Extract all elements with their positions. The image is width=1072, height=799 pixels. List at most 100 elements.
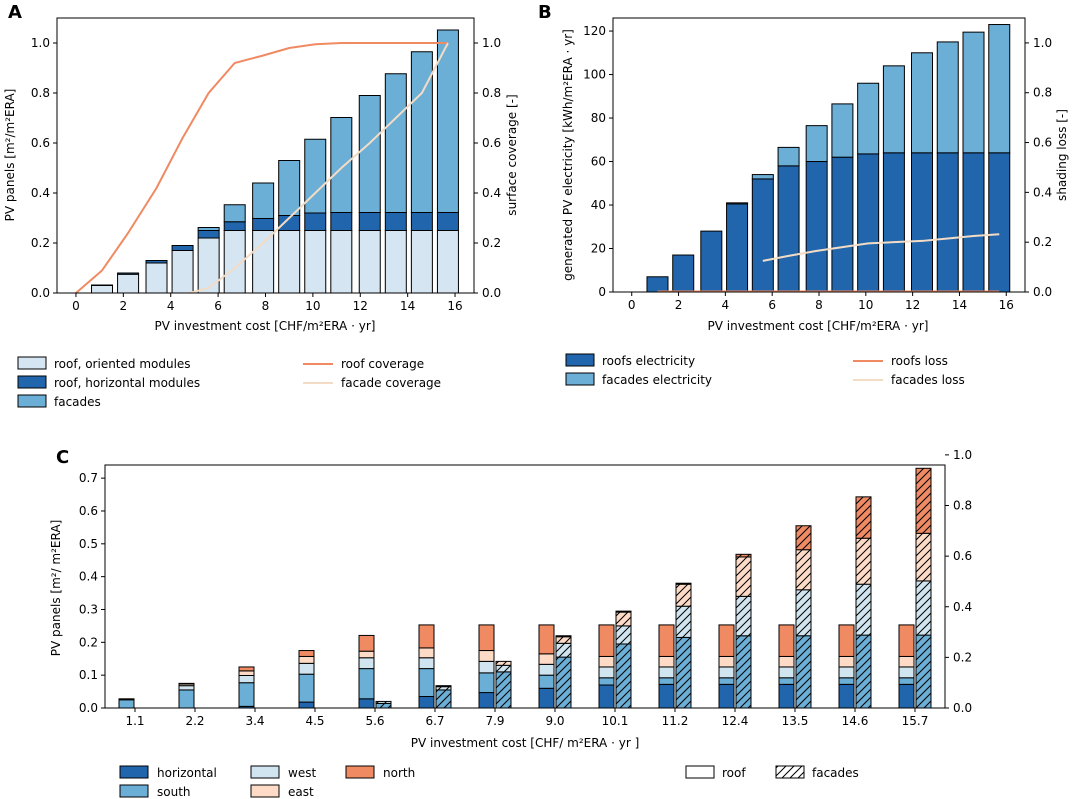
legend-label-facades-electricity: facades electricity	[602, 373, 712, 387]
c-roof-bar-west-0	[118, 698, 135, 701]
b-bar-facades-electricity-8	[857, 82, 880, 155]
a-bar-roof-horizontal-modules-12	[410, 212, 433, 231]
c-xtick-label: 2.2	[185, 714, 204, 728]
legend-label-roof-oriented: roof, oriented modules	[54, 357, 191, 371]
b-ytick-label: 20	[591, 242, 606, 256]
c-roof-bar-east-7	[538, 653, 555, 665]
c-facade-hatch-south-8	[615, 643, 632, 709]
c-roof-bar-north-13	[898, 624, 915, 657]
c-roof-bar-horizontal-4	[358, 698, 375, 709]
a-xtick-label: 12	[353, 299, 368, 313]
a-xtick-label: 4	[167, 299, 175, 313]
legend-label-roof-horizontal: roof, horizontal modules	[54, 376, 200, 390]
legend-label-facades-hatch: facades	[812, 766, 859, 780]
c-roof-bar-north-4	[358, 634, 375, 652]
c-roof-bar-east-13	[898, 655, 915, 668]
legend-swatch-horizontal	[119, 765, 149, 779]
a-xtick-label: 10	[305, 299, 320, 313]
b-ytick-right-label: 1.0	[1033, 36, 1052, 50]
a-bar-roof-oriented-modules-7	[278, 230, 301, 294]
c-xtick-label: 10.1	[602, 714, 629, 728]
legend-swatch-east	[250, 784, 280, 798]
b-ytick-label: 60	[591, 155, 606, 169]
b-ytick-right-label: 0.2	[1033, 235, 1052, 249]
panel-b-xlabel: PV investment cost [CHF/m²ERA · yr]	[708, 319, 929, 333]
legend-swatch-roof-horizontal	[17, 375, 47, 389]
a-bar-roof-horizontal-modules-1	[117, 272, 140, 275]
c-roof-bar-west-1	[178, 685, 195, 691]
a-xtick-label: 16	[447, 299, 462, 313]
b-xtick-label: 16	[999, 298, 1014, 312]
c-roof-bar-horizontal-13	[898, 683, 915, 709]
c-roof-bar-south-0	[118, 699, 135, 709]
a-bar-roof-horizontal-modules-9	[330, 212, 353, 231]
c-ytick-right-label: 0.8	[953, 499, 972, 513]
b-bar-roofs-electricity-4	[751, 178, 774, 293]
panel-c-chart: 1.1 2.2 3.4 4.5 5.6 6.7 7.9 9.0 10.1 11.2 12.4 13.5…	[49, 448, 972, 750]
c-ytick-label: 0.6	[79, 504, 98, 518]
panel-c-legend: horizontal south west east north roof fa…	[119, 765, 859, 799]
c-roof-bar-south-13	[898, 677, 915, 685]
c-roof-bar-north-5	[418, 624, 435, 649]
c-roof-bar-north-3	[298, 650, 315, 657]
c-roof-bar-south-1	[178, 689, 195, 709]
c-facade-hatch-east-12	[855, 537, 872, 585]
legend-label-roof-coverage: roof coverage	[341, 357, 424, 371]
b-xtick-label: 2	[675, 298, 683, 312]
b-bar-roofs-electricity-10	[911, 152, 933, 293]
a-line-facade-coverage	[189, 42, 449, 294]
a-bar-roof-oriented-modules-12	[410, 230, 433, 294]
legend-label-roofs-loss: roofs loss	[891, 354, 948, 368]
c-roof-bar-north-6	[478, 624, 495, 652]
c-facade-hatch-north-7	[555, 635, 572, 638]
a-bar-roof-oriented-modules-6	[252, 230, 275, 294]
c-roof-bar-north-11	[778, 624, 795, 657]
c-facade-hatch-south-6	[495, 671, 512, 709]
c-facade-hatch-west-6	[495, 664, 512, 673]
c-facade-hatch-east-7	[555, 636, 572, 644]
b-bar-roofs-electricity-1	[672, 254, 695, 293]
b-bar-roofs-electricity-7	[831, 156, 854, 293]
legend-label-roof: roof	[722, 766, 746, 780]
a-bar-roof-oriented-modules-3	[171, 250, 194, 294]
legend-label-horizontal: horizontal	[157, 766, 217, 780]
b-bar-roofs-electricity-13	[988, 152, 1011, 293]
c-ytick-right-label: 0.2	[953, 650, 972, 664]
b-bar-facades-electricity-3	[726, 202, 749, 205]
c-roof-bar-north-12	[838, 624, 855, 657]
c-roof-bar-horizontal-10	[718, 683, 735, 709]
panel-b-label: B	[538, 2, 552, 23]
b-ytick-label: 40	[591, 198, 606, 212]
c-facade-hatch-north-13	[915, 467, 932, 534]
panel-b-legend: roofs electricity facades electricity ro…	[565, 353, 965, 387]
c-roof-bar-west-9	[658, 666, 675, 679]
c-roof-bar-horizontal-12	[838, 683, 855, 709]
legend-label-north: north	[383, 766, 415, 780]
b-ytick-right-label: 0.6	[1033, 136, 1052, 150]
a-bar-roof-oriented-modules-9	[330, 230, 353, 294]
c-roof-bar-horizontal-3	[298, 701, 315, 709]
c-facade-hatch-north-11	[795, 525, 812, 551]
c-ytick-label: 0.2	[79, 635, 98, 649]
b-bar-roofs-electricity-5	[777, 165, 800, 293]
c-xtick-label: 15.7	[902, 714, 929, 728]
c-roof-bar-east-5	[418, 647, 435, 659]
b-ytick-right-label: 0.4	[1033, 185, 1052, 199]
c-roof-bar-west-5	[418, 657, 435, 670]
c-roof-bar-south-5	[418, 668, 435, 698]
legend-label-facades: facades	[54, 395, 101, 409]
c-roof-bar-south-6	[478, 672, 495, 694]
a-bar-roof-oriented-modules-8	[304, 230, 327, 294]
b-line-facades-loss	[762, 233, 1000, 262]
a-ytick-right-label: 0.0	[482, 286, 501, 300]
c-xtick-label: 14.6	[842, 714, 869, 728]
a-bar-facades-12	[410, 51, 433, 213]
a-ytick-right-label: 1.0	[482, 36, 501, 50]
b-bar-facades-electricity-4	[751, 174, 774, 180]
legend-swatch-roof	[685, 765, 715, 779]
c-facade-hatch-south-5	[435, 689, 452, 709]
legend-label-facade-coverage: facade coverage	[341, 376, 441, 390]
b-ytick-right-label: 0.8	[1033, 86, 1052, 100]
a-bar-roof-horizontal-modules-5	[223, 221, 246, 231]
a-bar-facades-4	[197, 227, 220, 231]
